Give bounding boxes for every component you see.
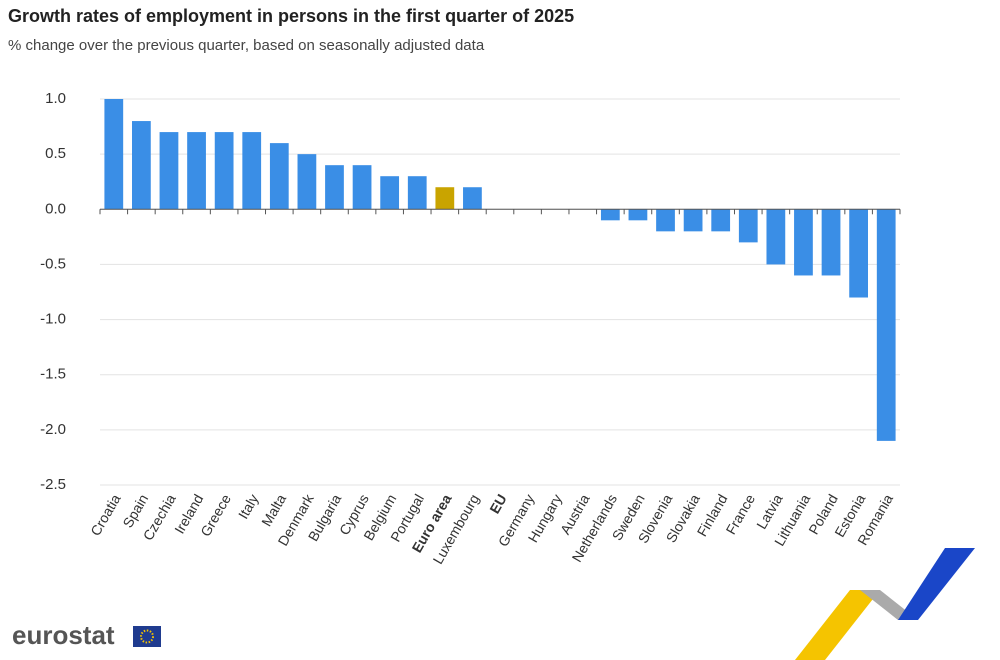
x-tick-label: Croatia [87,491,124,538]
bar [187,132,206,210]
bar [849,209,868,298]
bar [325,165,344,210]
logo-stars [140,629,154,644]
y-tick-label: -2.5 [40,476,66,493]
bar [269,143,289,210]
x-tick-label: Italy [235,491,262,521]
y-tick-label: 0.5 [45,145,66,162]
bar [711,209,731,232]
bar [214,132,234,210]
bar [683,209,703,232]
x-tick-label: EU [486,491,510,516]
bar [463,187,482,210]
bar [435,187,455,210]
bar [876,209,896,441]
logo-flag [133,626,161,647]
bar [738,209,758,243]
decoration [795,548,975,660]
bar [159,132,179,210]
y-tick-label: -2.0 [40,421,66,438]
bar [242,132,262,210]
logo-text: eurostat [12,620,115,650]
bar [656,209,675,232]
chart-title: Growth rates of employment in persons in… [8,6,574,26]
bar [407,176,427,210]
y-tick-label: -0.5 [40,255,66,272]
bar [766,209,786,265]
bar [628,209,648,221]
bar [132,121,151,210]
bar [821,209,841,276]
bar [600,209,620,221]
bar [352,165,372,210]
bar [297,154,317,210]
y-tick-label: 1.0 [45,90,66,107]
y-tick-label: -1.0 [40,311,66,328]
bar [104,99,124,210]
y-tick-label: 0.0 [45,200,66,217]
chart-subtitle: % change over the previous quarter, base… [8,37,485,54]
bar [380,176,400,210]
y-tick-label: -1.5 [40,366,66,383]
bar [794,209,813,276]
